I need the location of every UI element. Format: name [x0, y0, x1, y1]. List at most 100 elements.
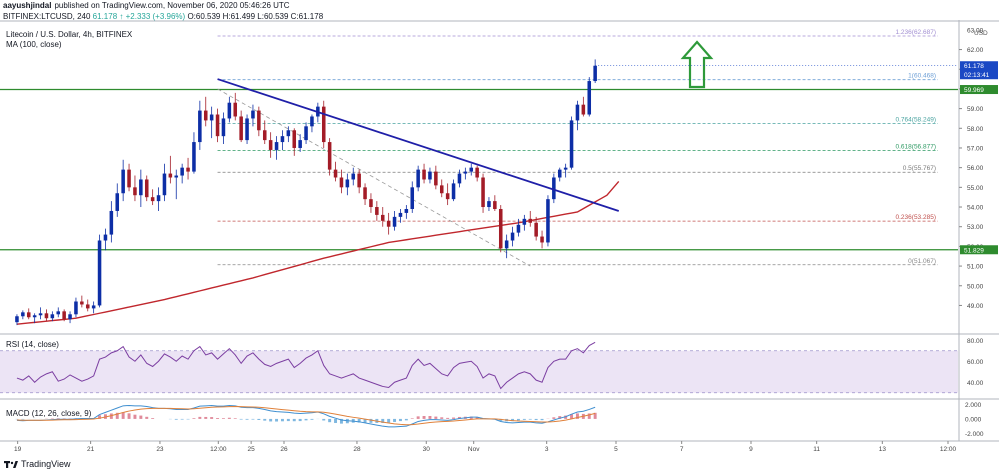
candle-body [516, 224, 521, 233]
candle-body [445, 193, 450, 200]
price-tag-countdown: 02:13:41 [964, 72, 990, 79]
open-value: O:60.539 [187, 12, 221, 21]
macd-tick-label: 2.000 [965, 402, 982, 409]
candle-body [180, 167, 184, 176]
footer-brand[interactable]: TradingView [21, 459, 71, 469]
macd-tick-label: -2.000 [965, 431, 984, 438]
candle-body [203, 110, 208, 121]
y-tick-label: 49.00 [967, 303, 984, 310]
candle-body [74, 301, 78, 315]
fib-level-label: 0.236(53.285) [896, 214, 936, 221]
candle-body [227, 102, 232, 119]
y-tick-label: 59.00 [967, 106, 984, 113]
candle-body [475, 167, 479, 178]
candle-body [198, 110, 202, 143]
candle-body [563, 167, 568, 170]
candle-body [416, 169, 420, 188]
candle-body [439, 185, 444, 194]
x-tick-label: 28 [353, 446, 361, 453]
fib-diagonal-line [217, 88, 531, 267]
candle-body [451, 183, 456, 200]
x-tick-label: 3 [545, 446, 549, 453]
candle-body [103, 234, 108, 241]
candle-body [251, 110, 255, 119]
candle-body [32, 315, 37, 318]
candle-body [593, 65, 597, 82]
candle-body [215, 114, 220, 137]
y-tick-label: 58.00 [967, 126, 984, 133]
x-tick-label: 26 [280, 446, 288, 453]
x-tick-label: 23 [156, 446, 164, 453]
x-tick-label: 11 [813, 446, 820, 453]
candle-body [233, 102, 238, 117]
candle-body [321, 106, 326, 143]
candle-body [245, 118, 249, 141]
ma-legend: MA (100, close) [6, 40, 62, 49]
candle-body [410, 187, 415, 209]
rsi-legend: RSI (14, close) [6, 340, 59, 349]
candle-body [162, 173, 167, 196]
candle-body [422, 169, 426, 180]
candle-body [156, 195, 161, 202]
candle-body [457, 173, 462, 184]
x-tick-label: 21 [87, 446, 95, 453]
macd-line [16, 404, 596, 428]
candle-body [192, 142, 196, 172]
ohlc-line: BITFINEX:LTCUSD, 240 61.178 ↑ +2.333 (+3… [3, 12, 323, 21]
candle-body [428, 171, 432, 180]
x-tick-label: 5 [614, 446, 618, 453]
candle-body [481, 177, 485, 208]
candle-body [392, 216, 397, 227]
fib-level-label: 1(60.468) [908, 73, 936, 80]
candle-body [357, 173, 361, 188]
close-value: C:61.178 [290, 12, 324, 21]
y-tick-label: 51.00 [967, 264, 984, 271]
y-tick-label: 54.00 [967, 205, 984, 212]
author-name[interactable]: aayushjindal [3, 1, 52, 10]
macd-legend: MACD (12, 26, close, 9) [6, 409, 92, 418]
candle-body [327, 142, 332, 170]
macd-tick-label: 0.000 [965, 416, 982, 423]
fib-level-label: 0.764(58.249) [896, 116, 936, 123]
candle-body [534, 222, 538, 237]
candle-body [97, 240, 102, 306]
candle-body [528, 218, 533, 223]
x-tick-label: 12:00 [940, 446, 957, 453]
candle-body [540, 236, 544, 243]
candle-body [68, 314, 72, 320]
candle-body [21, 312, 25, 317]
candle-body [168, 173, 173, 178]
candle-body [575, 104, 580, 121]
y-tick-label: 57.00 [967, 145, 984, 152]
candle-body [434, 171, 438, 186]
candle-body [339, 177, 344, 188]
candle-body [487, 201, 491, 208]
candle-body [380, 214, 385, 221]
rsi-tick-label: 40.00 [967, 380, 984, 387]
candle-body [121, 169, 125, 194]
candle-body [133, 187, 137, 196]
candle-body [280, 136, 285, 143]
candle-body [345, 179, 350, 188]
x-tick-label: 9 [749, 446, 753, 453]
candle-body [522, 218, 527, 225]
rsi-tick-label: 60.00 [967, 359, 984, 366]
candle-body [286, 130, 291, 137]
candle-body [15, 316, 19, 323]
chart-title: Litecoin / U.S. Dollar, 4h, BITFINEX [6, 30, 133, 39]
price-tag-label: 51.829 [964, 247, 984, 254]
candle-body [38, 313, 43, 316]
price-tag [960, 61, 998, 80]
candle-body [569, 120, 574, 168]
candle-body [469, 167, 474, 172]
candle-body [310, 116, 314, 127]
y-tick-label: 56.00 [967, 165, 984, 172]
candle-body [127, 169, 131, 188]
candle-body [581, 104, 586, 115]
candle-body [109, 210, 114, 235]
candle-body [91, 305, 96, 309]
candle-body [85, 304, 90, 309]
candle-body [150, 197, 155, 202]
candle-body [50, 314, 55, 319]
